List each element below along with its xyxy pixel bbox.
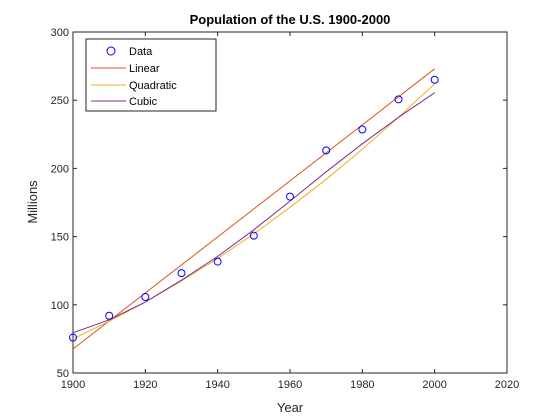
data-point <box>358 125 367 134</box>
legend-label-quadratic: Quadratic <box>129 80 177 92</box>
y-tick-label: 100 <box>51 300 69 312</box>
x-tick-label: 1980 <box>350 379 374 391</box>
data-point <box>213 257 222 266</box>
x-tick-label: 1960 <box>278 379 302 391</box>
x-tick-label: 2020 <box>495 379 519 391</box>
legend-data-marker <box>106 46 116 56</box>
chart-title: Population of the U.S. 1900-2000 <box>190 12 391 27</box>
legend-label-data: Data <box>129 46 153 58</box>
series-lines <box>72 68 436 350</box>
y-tick-label: 250 <box>51 95 69 107</box>
x-axis-ticks: 1900 1920 1940 1960 1980 2000 2020 <box>61 32 519 391</box>
legend-label-linear: Linear <box>129 63 160 75</box>
series-line-cubic <box>72 92 435 334</box>
x-tick-label: 1940 <box>205 379 229 391</box>
legend-box <box>85 38 217 112</box>
x-tick-label: 2000 <box>422 379 446 391</box>
x-axis-label: Year <box>277 400 304 415</box>
data-point <box>69 333 77 342</box>
data-point <box>430 75 439 84</box>
data-point <box>177 269 186 278</box>
y-tick-label: 200 <box>51 163 69 175</box>
data-point <box>286 192 294 201</box>
x-tick-label: 1900 <box>61 379 85 391</box>
series-line-linear <box>72 68 436 350</box>
y-axis-ticks: 50 100 150 200 250 300 <box>51 27 507 380</box>
data-point <box>322 146 331 155</box>
data-point <box>249 231 258 240</box>
data-points <box>69 75 439 342</box>
data-point <box>394 95 403 104</box>
y-tick-label: 300 <box>51 27 69 39</box>
y-axis-label: Millions <box>25 180 40 224</box>
y-tick-label: 150 <box>51 232 69 244</box>
legend-label-cubic: Cubic <box>129 96 158 108</box>
x-tick-label: 1920 <box>133 379 157 391</box>
data-point <box>105 311 114 320</box>
y-tick-label: 50 <box>57 368 69 380</box>
legend: Data Linear Quadratic Cubic <box>85 38 217 112</box>
data-point <box>141 293 150 302</box>
